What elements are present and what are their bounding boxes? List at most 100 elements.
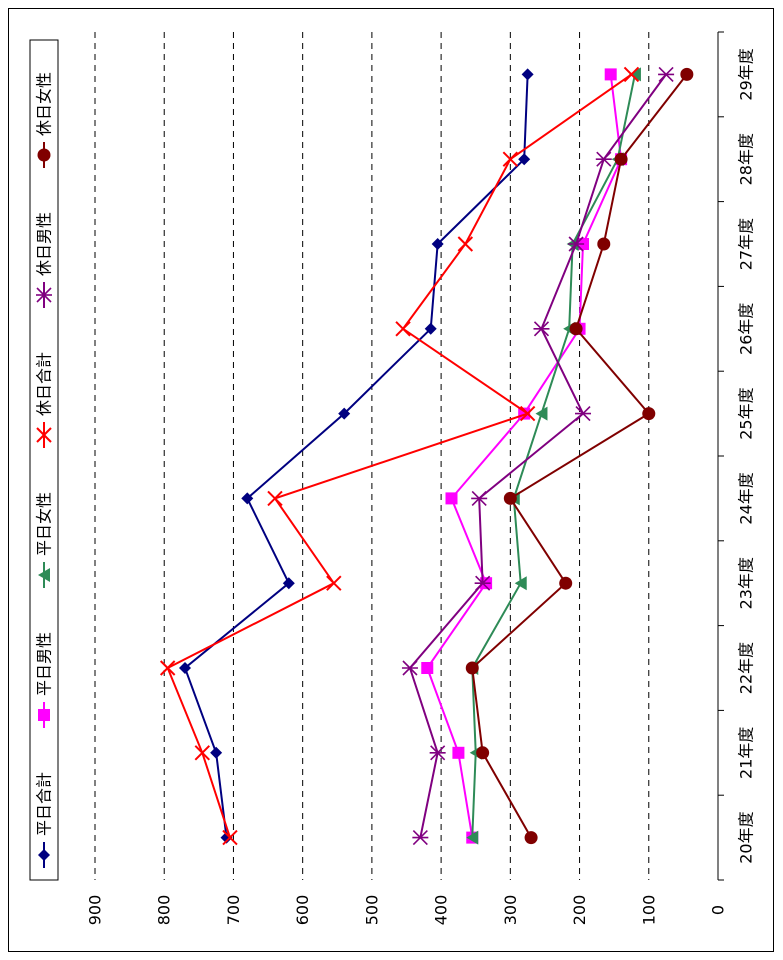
grid-layer <box>94 32 650 880</box>
data-point <box>559 576 573 590</box>
legend-marker <box>38 568 50 582</box>
axis-layer: 0 100 200 300 400 500 600 700 800 900 20年度 21年度 22年度… <box>86 31 756 926</box>
category-label: 27年度 <box>737 218 756 270</box>
marker-stroke <box>395 321 411 337</box>
data-point <box>424 322 437 335</box>
category-label: 20年度 <box>737 811 756 863</box>
data-point <box>466 830 479 845</box>
category-label: 25年度 <box>737 387 756 439</box>
category-label: 24年度 <box>737 472 756 524</box>
data-point <box>503 491 517 505</box>
legend-label: 平日男性 <box>35 632 54 696</box>
legend-box <box>29 39 59 881</box>
marker-stroke <box>222 829 238 846</box>
category-label: 23年度 <box>737 557 756 609</box>
value-tick-label: 900 <box>86 895 105 926</box>
data-point <box>533 321 550 337</box>
chart-frame <box>8 8 774 952</box>
value-tick-label: 100 <box>639 895 658 926</box>
data-point <box>642 407 656 421</box>
data-point <box>568 236 585 252</box>
data-point <box>471 490 488 506</box>
series-4 <box>159 66 640 846</box>
marker-stroke <box>457 236 474 252</box>
data-point <box>514 576 527 591</box>
data-point <box>524 831 538 845</box>
marker-stroke <box>623 66 640 83</box>
legend-item: 平日女性 <box>35 492 54 588</box>
marker-stroke <box>194 745 211 761</box>
data-point <box>412 830 429 846</box>
series-5 <box>401 66 675 846</box>
data-point <box>597 237 611 251</box>
category-label: 29年度 <box>737 48 756 100</box>
data-point <box>465 661 479 675</box>
data-point <box>457 236 474 252</box>
legend-item: 休日合計 <box>35 352 54 448</box>
legend-marker <box>38 849 50 861</box>
data-point <box>519 405 536 422</box>
data-point <box>623 66 640 83</box>
data-point <box>395 321 411 337</box>
legend-label: 休日男性 <box>35 212 54 276</box>
legend: 平日合計 平日男性 平日女性 休日合計 休日男性 休日女性 <box>29 39 59 881</box>
marker-stroke <box>36 427 52 443</box>
data-point <box>241 492 254 505</box>
marker-stroke <box>502 151 519 167</box>
data-point <box>267 490 283 507</box>
data-point <box>518 153 531 166</box>
data-point <box>569 322 583 336</box>
series-6 <box>465 67 694 845</box>
marker-stroke <box>159 660 176 676</box>
data-point <box>658 66 675 82</box>
data-point <box>401 660 418 676</box>
data-point <box>338 407 351 420</box>
data-point <box>575 406 592 422</box>
data-point <box>159 660 176 676</box>
data-point <box>604 68 617 81</box>
series-line <box>166 73 633 838</box>
data-point <box>535 406 548 421</box>
legend-label: 休日合計 <box>35 352 54 416</box>
value-tick-label: 0 <box>709 905 728 915</box>
category-label: 21年度 <box>737 727 756 779</box>
category-label: 22年度 <box>737 642 756 694</box>
legend-label: 平日女性 <box>35 492 54 556</box>
data-point <box>326 575 342 591</box>
legend-marker <box>36 427 52 443</box>
category-label: 28年度 <box>737 133 756 185</box>
data-point <box>474 575 491 591</box>
data-point <box>614 152 628 166</box>
legend-marker <box>36 287 52 303</box>
series-line <box>183 74 529 838</box>
data-point <box>476 746 490 760</box>
series-line <box>426 74 623 838</box>
value-tick-label: 200 <box>570 895 589 926</box>
value-tick-label: 700 <box>224 895 243 926</box>
legend-marker <box>38 709 50 721</box>
series-1 <box>178 68 534 844</box>
value-tick-label: 800 <box>155 895 174 926</box>
data-point <box>502 151 519 167</box>
legend-item: 平日合計 <box>35 772 54 868</box>
data-point <box>628 67 641 82</box>
legend-label: 休日女性 <box>35 72 54 136</box>
data-point <box>282 577 295 590</box>
legend-marker <box>37 148 51 162</box>
category-label: 26年度 <box>737 303 756 355</box>
value-tick-label: 400 <box>432 895 451 926</box>
legend-item: 休日女性 <box>35 72 54 168</box>
data-point <box>429 745 446 761</box>
data-point <box>595 151 612 167</box>
data-point <box>431 238 444 250</box>
legend-item: 平日男性 <box>35 632 54 728</box>
legend-item: 休日男性 <box>35 212 54 308</box>
series-layer <box>159 66 694 846</box>
data-point <box>194 745 211 761</box>
legend-label: 平日合計 <box>35 772 54 836</box>
data-point <box>521 68 534 81</box>
marker-stroke <box>267 490 283 507</box>
marker-stroke <box>326 575 342 591</box>
marker-stroke <box>519 405 536 422</box>
data-point <box>178 662 191 674</box>
